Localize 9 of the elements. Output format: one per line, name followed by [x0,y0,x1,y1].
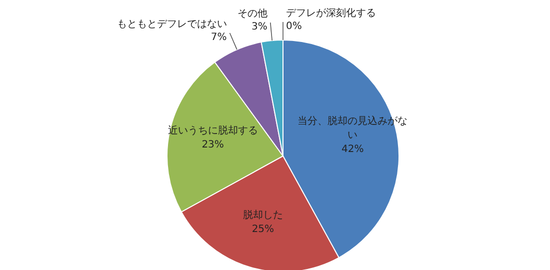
data-label: 25% [252,224,274,236]
slice-label: 脱却した [242,209,283,222]
data-label: 3% [252,22,268,33]
data-label: 42% [342,144,364,156]
data-label: 7% [210,32,227,44]
data-label: 23% [202,139,224,150]
text: 0% [286,21,302,32]
slice-label: もともとデフレではない [116,19,227,30]
slice-label: その他 [237,8,268,20]
